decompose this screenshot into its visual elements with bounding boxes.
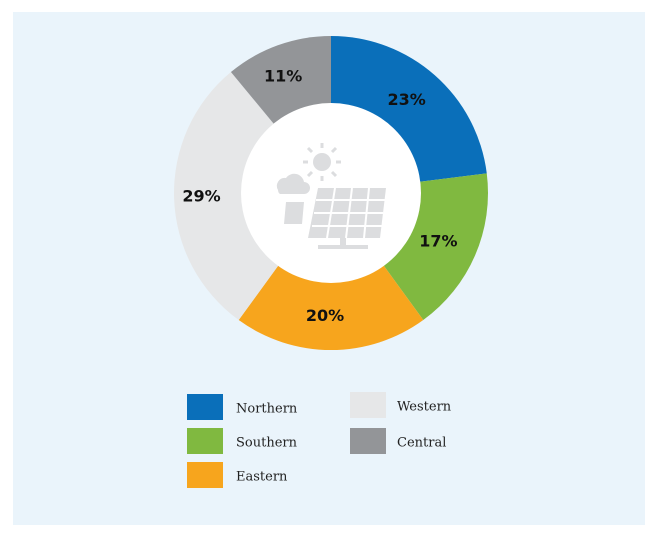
data-label: 29% xyxy=(182,186,220,205)
legend-label: Eastern xyxy=(236,470,288,485)
data-label: 23% xyxy=(388,90,426,109)
legend-swatch xyxy=(187,394,223,420)
panel-grid xyxy=(312,187,385,239)
legend-swatch xyxy=(187,428,223,454)
data-label: 11% xyxy=(264,66,302,85)
legend-swatch xyxy=(350,392,386,418)
data-label: 17% xyxy=(419,232,457,251)
legend-swatch xyxy=(187,462,223,488)
legend-swatch xyxy=(350,428,386,454)
legend-label: Northern xyxy=(236,402,298,417)
legend-label: Western xyxy=(397,400,452,415)
legend-label: Southern xyxy=(236,436,298,451)
data-label: 20% xyxy=(306,306,344,325)
legend-label: Central xyxy=(397,436,446,451)
